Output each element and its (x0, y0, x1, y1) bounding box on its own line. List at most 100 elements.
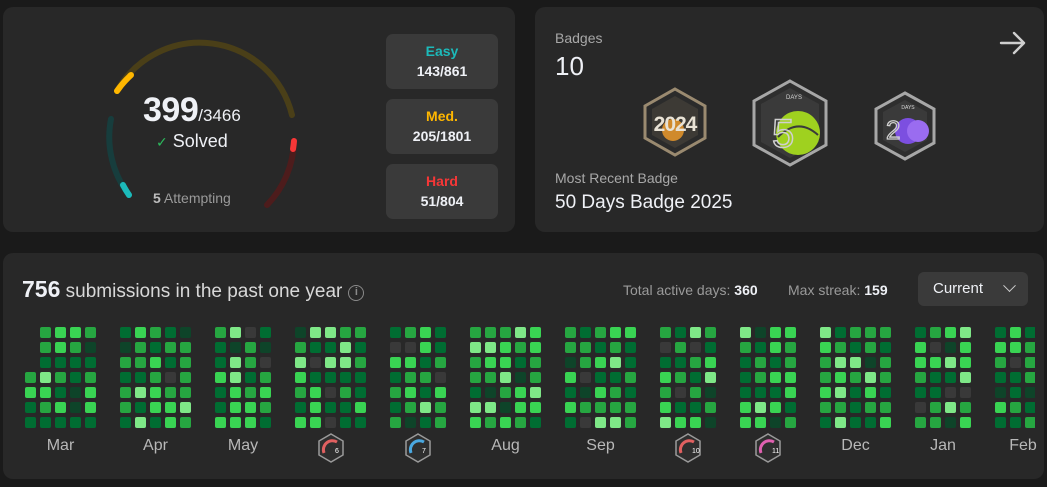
heatmap-day-cell[interactable] (120, 417, 131, 428)
heatmap-day-cell[interactable] (325, 372, 336, 383)
heatmap-day-cell[interactable] (865, 387, 876, 398)
heatmap-day-cell[interactable] (340, 417, 351, 428)
heatmap-day-cell[interactable] (310, 402, 321, 413)
heatmap-day-cell[interactable] (55, 357, 66, 368)
heatmap-day-cell[interactable] (180, 387, 191, 398)
heatmap-day-cell[interactable] (595, 357, 606, 368)
heatmap-day-cell[interactable] (530, 372, 541, 383)
heatmap-day-cell[interactable] (755, 342, 766, 353)
heatmap-day-cell[interactable] (420, 357, 431, 368)
monthly-badge-jul-icon[interactable]: 7 (404, 433, 432, 463)
heatmap-day-cell[interactable] (850, 327, 861, 338)
heatmap-day-cell[interactable] (515, 327, 526, 338)
heatmap-day-cell[interactable] (690, 402, 701, 413)
heatmap-day-cell[interactable] (215, 357, 226, 368)
heatmap-day-cell[interactable] (660, 342, 671, 353)
heatmap-day-cell[interactable] (120, 357, 131, 368)
heatmap-day-cell[interactable] (740, 342, 751, 353)
heatmap-day-cell[interactable] (165, 387, 176, 398)
heatmap-day-cell[interactable] (295, 417, 306, 428)
heatmap-day-cell[interactable] (785, 357, 796, 368)
heatmap-day-cell[interactable] (880, 417, 891, 428)
heatmap-day-cell[interactable] (120, 327, 131, 338)
heatmap-day-cell[interactable] (1010, 387, 1021, 398)
heatmap-day-cell[interactable] (610, 387, 621, 398)
heatmap-day-cell[interactable] (660, 402, 671, 413)
heatmap-day-cell[interactable] (930, 342, 941, 353)
heatmap-day-cell[interactable] (1025, 417, 1035, 428)
heatmap-day-cell[interactable] (470, 372, 481, 383)
heatmap-day-cell[interactable] (70, 417, 81, 428)
heatmap-day-cell[interactable] (945, 417, 956, 428)
heatmap-day-cell[interactable] (70, 402, 81, 413)
heatmap-day-cell[interactable] (610, 327, 621, 338)
heatmap-day-cell[interactable] (530, 327, 541, 338)
heatmap-day-cell[interactable] (530, 357, 541, 368)
heatmap-day-cell[interactable] (930, 387, 941, 398)
heatmap-day-cell[interactable] (930, 402, 941, 413)
heatmap-day-cell[interactable] (470, 342, 481, 353)
heatmap-day-cell[interactable] (355, 417, 366, 428)
heatmap-day-cell[interactable] (515, 372, 526, 383)
heatmap-day-cell[interactable] (915, 372, 926, 383)
heatmap-day-cell[interactable] (55, 402, 66, 413)
heatmap-day-cell[interactable] (1025, 402, 1035, 413)
heatmap-day-cell[interactable] (785, 327, 796, 338)
heatmap-day-cell[interactable] (120, 402, 131, 413)
heatmap-day-cell[interactable] (180, 327, 191, 338)
heatmap-day-cell[interactable] (930, 357, 941, 368)
heatmap-day-cell[interactable] (675, 387, 686, 398)
heatmap-day-cell[interactable] (595, 387, 606, 398)
heatmap-day-cell[interactable] (150, 387, 161, 398)
heatmap-day-cell[interactable] (405, 402, 416, 413)
heatmap-day-cell[interactable] (580, 372, 591, 383)
heatmap-day-cell[interactable] (165, 372, 176, 383)
heatmap-day-cell[interactable] (485, 327, 496, 338)
heatmap-day-cell[interactable] (435, 387, 446, 398)
heatmap-day-cell[interactable] (405, 357, 416, 368)
heatmap-day-cell[interactable] (215, 402, 226, 413)
heatmap-day-cell[interactable] (40, 402, 51, 413)
heatmap-day-cell[interactable] (180, 357, 191, 368)
heatmap-day-cell[interactable] (420, 387, 431, 398)
heatmap-day-cell[interactable] (340, 402, 351, 413)
heatmap-day-cell[interactable] (770, 387, 781, 398)
heatmap-day-cell[interactable] (820, 402, 831, 413)
heatmap-day-cell[interactable] (960, 357, 971, 368)
heatmap-day-cell[interactable] (325, 417, 336, 428)
heatmap-day-cell[interactable] (340, 387, 351, 398)
heatmap-day-cell[interactable] (500, 417, 511, 428)
heatmap-day-cell[interactable] (515, 402, 526, 413)
heatmap-day-cell[interactable] (880, 372, 891, 383)
heatmap-day-cell[interactable] (40, 387, 51, 398)
heatmap-day-cell[interactable] (995, 342, 1006, 353)
heatmap-day-cell[interactable] (835, 402, 846, 413)
heatmap-day-cell[interactable] (865, 327, 876, 338)
heatmap-day-cell[interactable] (70, 357, 81, 368)
heatmap-day-cell[interactable] (1025, 372, 1035, 383)
badge-50-days-icon[interactable]: DAYS 5 (750, 79, 830, 167)
heatmap-day-cell[interactable] (530, 387, 541, 398)
heatmap-day-cell[interactable] (310, 342, 321, 353)
heatmap-day-cell[interactable] (770, 342, 781, 353)
heatmap-day-cell[interactable] (960, 402, 971, 413)
info-icon[interactable]: i (348, 285, 365, 301)
heatmap-day-cell[interactable] (500, 372, 511, 383)
heatmap-day-cell[interactable] (340, 372, 351, 383)
heatmap-day-cell[interactable] (755, 402, 766, 413)
heatmap-day-cell[interactable] (945, 372, 956, 383)
heatmap-day-cell[interactable] (580, 402, 591, 413)
heatmap-day-cell[interactable] (85, 327, 96, 338)
heatmap-day-cell[interactable] (70, 372, 81, 383)
heatmap-day-cell[interactable] (165, 417, 176, 428)
heatmap-day-cell[interactable] (705, 342, 716, 353)
heatmap-day-cell[interactable] (150, 327, 161, 338)
heatmap-day-cell[interactable] (740, 387, 751, 398)
heatmap-day-cell[interactable] (820, 342, 831, 353)
heatmap-day-cell[interactable] (390, 372, 401, 383)
heatmap-day-cell[interactable] (310, 357, 321, 368)
heatmap-day-cell[interactable] (55, 417, 66, 428)
difficulty-easy[interactable]: Easy 143/861 (386, 34, 498, 89)
heatmap-day-cell[interactable] (740, 372, 751, 383)
heatmap-day-cell[interactable] (135, 372, 146, 383)
